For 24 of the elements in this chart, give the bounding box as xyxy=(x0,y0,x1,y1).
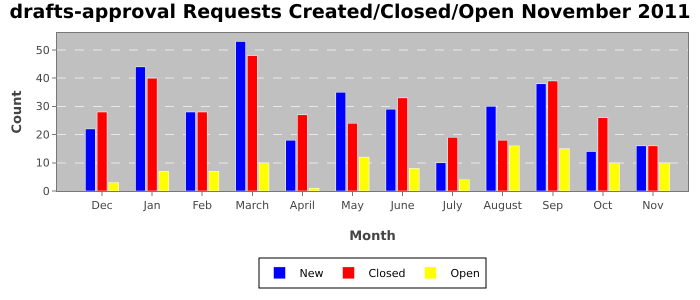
x-tick-label: Nov xyxy=(642,199,664,212)
legend-label: Closed xyxy=(368,267,406,280)
x-tick-label: Dec xyxy=(91,199,113,212)
x-tick-label: March xyxy=(236,199,270,212)
legend-label: New xyxy=(300,267,324,280)
x-tick-label: July xyxy=(442,199,464,212)
x-tick-label: May xyxy=(341,199,364,212)
x-axis-title: Month xyxy=(349,229,396,244)
y-tick-label: 20 xyxy=(36,128,50,142)
legend-label: Open xyxy=(450,267,480,280)
y-axis-title: Count xyxy=(10,90,25,134)
x-tick-label: Jan xyxy=(142,199,161,212)
y-tick-label: 10 xyxy=(36,156,50,170)
x-tick-label: Sep xyxy=(542,199,564,212)
chart-title: drafts-approval Requests Created/Closed/Open November 2011 xyxy=(10,0,690,23)
x-tick-label: August xyxy=(483,199,523,212)
y-tick-label: 30 xyxy=(36,100,50,114)
x-tick-label: Oct xyxy=(593,199,614,212)
y-tick-label: 0 xyxy=(42,184,50,198)
x-tick-label: June xyxy=(390,199,415,212)
y-tick-label: 50 xyxy=(36,44,50,57)
x-tick-label: Feb xyxy=(192,199,212,212)
y-tick-label: 40 xyxy=(36,72,50,85)
x-tick-label: April xyxy=(290,199,315,212)
